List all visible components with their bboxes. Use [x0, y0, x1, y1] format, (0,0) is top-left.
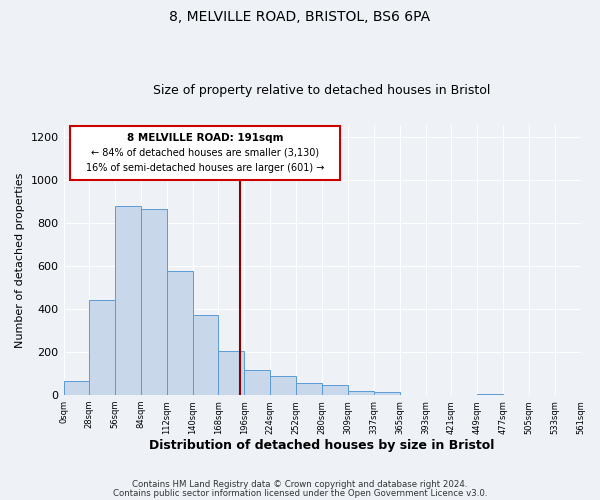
Bar: [64, 381, 89, 395]
Text: Contains public sector information licensed under the Open Government Licence v3: Contains public sector information licen…: [113, 488, 487, 498]
Text: Contains HM Land Registry data © Crown copyright and database right 2024.: Contains HM Land Registry data © Crown c…: [132, 480, 468, 489]
Bar: [167, 270, 193, 395]
Bar: [296, 384, 322, 395]
Bar: [270, 376, 296, 395]
X-axis label: Distribution of detached houses by size in Bristol: Distribution of detached houses by size …: [149, 440, 495, 452]
Bar: [322, 386, 348, 395]
FancyBboxPatch shape: [70, 126, 340, 180]
Text: 16% of semi-detached houses are larger (601) →: 16% of semi-detached houses are larger (…: [86, 163, 324, 173]
Bar: [477, 394, 503, 395]
Bar: [89, 300, 115, 395]
Text: 8 MELVILLE ROAD: 191sqm: 8 MELVILLE ROAD: 191sqm: [127, 133, 283, 143]
Bar: [218, 351, 244, 395]
Title: Size of property relative to detached houses in Bristol: Size of property relative to detached ho…: [154, 84, 491, 97]
Bar: [141, 210, 167, 395]
Text: 8, MELVILLE ROAD, BRISTOL, BS6 6PA: 8, MELVILLE ROAD, BRISTOL, BS6 6PA: [169, 10, 431, 24]
Bar: [374, 392, 400, 395]
Y-axis label: Number of detached properties: Number of detached properties: [15, 172, 25, 348]
Bar: [115, 206, 141, 395]
Bar: [244, 370, 270, 395]
Bar: [193, 314, 218, 395]
Text: ← 84% of detached houses are smaller (3,130): ← 84% of detached houses are smaller (3,…: [91, 148, 319, 158]
Bar: [348, 391, 374, 395]
